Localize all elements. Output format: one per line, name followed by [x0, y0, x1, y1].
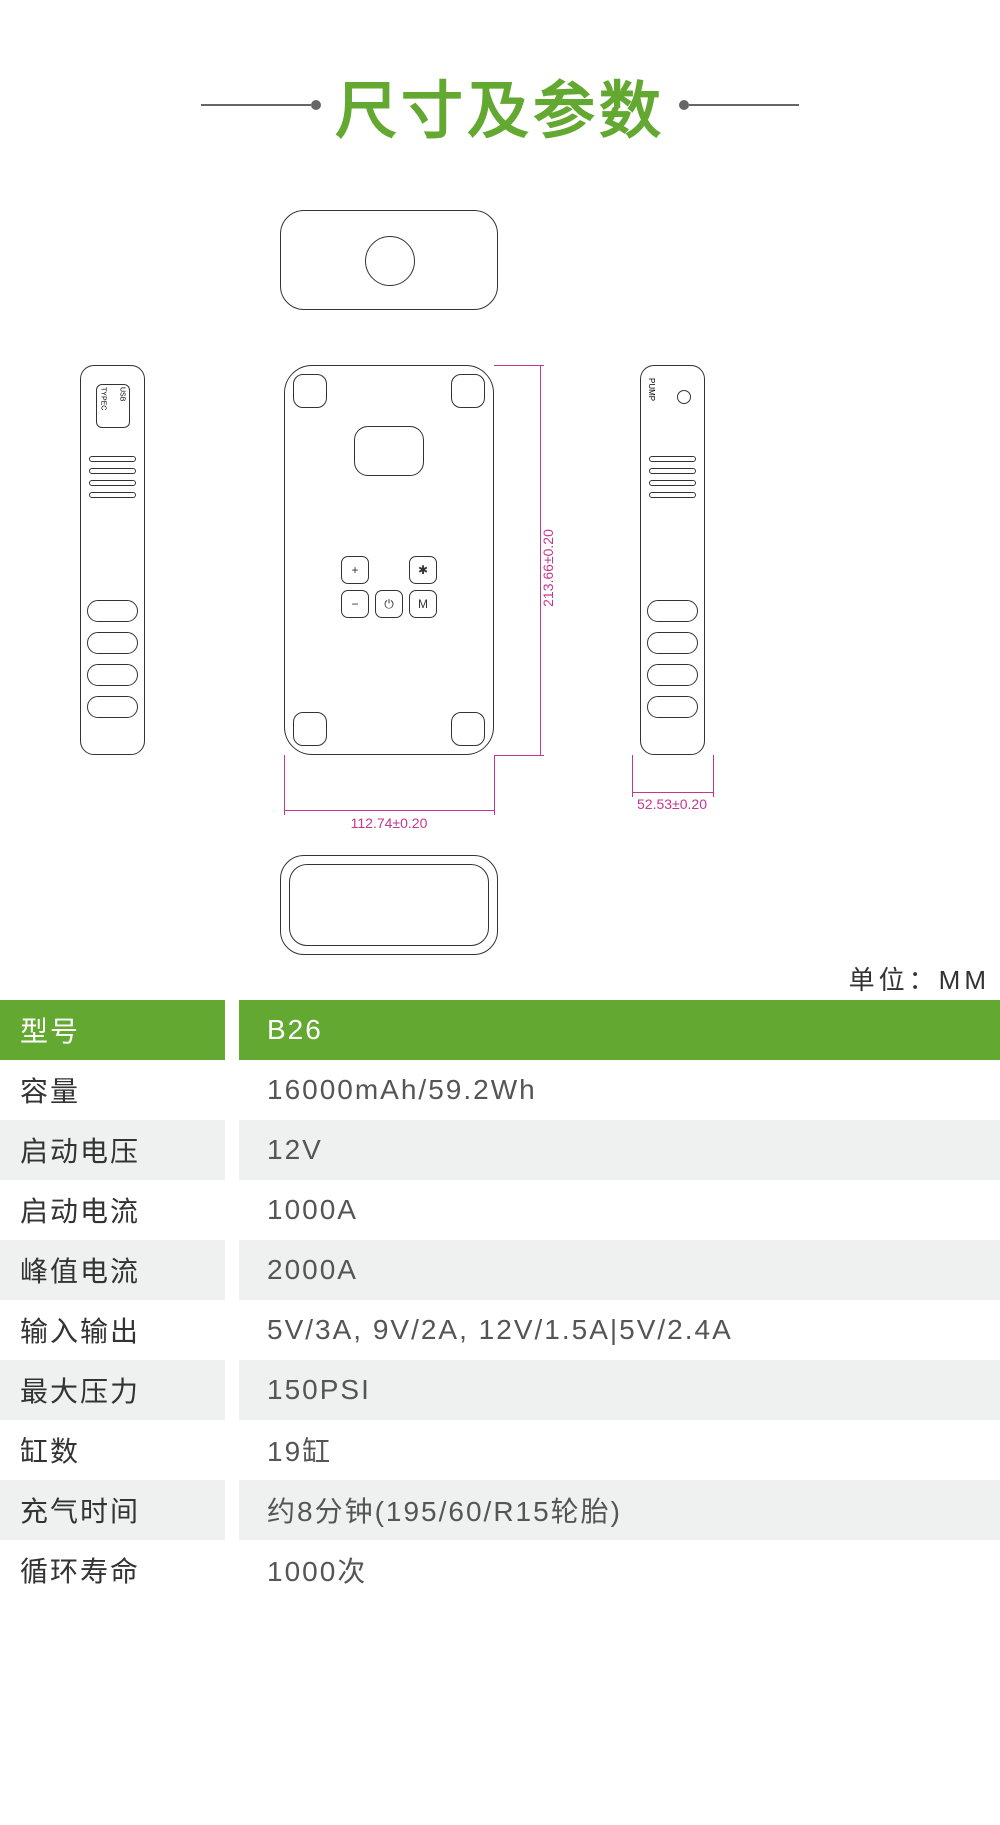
device-bottom-view	[280, 855, 498, 955]
device-top-view	[280, 210, 498, 310]
grip-ribs	[647, 600, 698, 728]
spec-value: 12V	[239, 1120, 1000, 1180]
technical-drawing: TYPEC USB + ✱ − ⏻ M	[0, 190, 1000, 990]
spec-label: 最大压力	[0, 1360, 225, 1420]
port-label-typec: TYPEC	[100, 387, 107, 410]
spec-label: 循环寿命	[0, 1540, 225, 1600]
btn-power: ⏻	[375, 590, 403, 618]
spec-value: 1000次	[239, 1540, 1000, 1600]
btn-mode: ✱	[409, 556, 437, 584]
spec-row: 峰值电流2000A	[0, 1240, 1000, 1300]
page-title-row: 尺寸及参数	[0, 0, 1000, 190]
device-right-view: PUMP	[640, 365, 705, 755]
title-divider-left	[201, 104, 311, 106]
spec-label: 缸数	[0, 1420, 225, 1480]
spec-row: 输入输出5V/3A, 9V/2A, 12V/1.5A|5V/2.4A	[0, 1300, 1000, 1360]
spec-row: 最大压力150PSI	[0, 1360, 1000, 1420]
spec-value: 150PSI	[239, 1360, 1000, 1420]
btn-m: M	[409, 590, 437, 618]
device-screen	[354, 426, 424, 476]
spec-label: 启动电压	[0, 1120, 225, 1180]
spec-value: 19缸	[239, 1420, 1000, 1480]
spec-value: 5V/3A, 9V/2A, 12V/1.5A|5V/2.4A	[239, 1300, 1000, 1360]
spec-table: 型号 B26 容量16000mAh/59.2Wh启动电压12V启动电流1000A…	[0, 1000, 1000, 1600]
port-label-usb: USB	[119, 387, 126, 401]
spec-value: 2000A	[239, 1240, 1000, 1300]
device-front-view: + ✱ − ⏻ M	[284, 365, 494, 755]
btn-plus: +	[341, 556, 369, 584]
spec-row: 启动电流1000A	[0, 1180, 1000, 1240]
spec-label: 充气时间	[0, 1480, 225, 1540]
spec-value: 约8分钟(195/60/R15轮胎)	[239, 1480, 1000, 1540]
title-divider-right	[689, 104, 799, 106]
spec-row: 启动电压12V	[0, 1120, 1000, 1180]
spec-row: 充气时间约8分钟(195/60/R15轮胎)	[0, 1480, 1000, 1540]
page-title: 尺寸及参数	[335, 60, 665, 150]
spec-label: 输入输出	[0, 1300, 225, 1360]
device-left-view: TYPEC USB	[80, 365, 145, 755]
vent-grille	[89, 456, 136, 504]
spec-row: 缸数19缸	[0, 1420, 1000, 1480]
device-button-grid: + ✱ − ⏻ M	[341, 556, 437, 618]
unit-note: 单位：MM	[849, 960, 990, 997]
spec-label: 峰值电流	[0, 1240, 225, 1300]
pump-outlet-icon	[677, 390, 691, 404]
port-panel: TYPEC USB	[96, 384, 130, 428]
spec-label: 容量	[0, 1060, 225, 1120]
spec-header-value: B26	[239, 1000, 1000, 1060]
grip-ribs	[87, 600, 138, 728]
spec-value: 1000A	[239, 1180, 1000, 1240]
spec-header-label: 型号	[0, 1000, 225, 1060]
spec-header-row: 型号 B26	[0, 1000, 1000, 1060]
btn-minus: −	[341, 590, 369, 618]
spec-row: 容量16000mAh/59.2Wh	[0, 1060, 1000, 1120]
vent-grille	[649, 456, 696, 504]
spec-value: 16000mAh/59.2Wh	[239, 1060, 1000, 1120]
spec-label: 启动电流	[0, 1180, 225, 1240]
spec-row: 循环寿命1000次	[0, 1540, 1000, 1600]
port-label-pump: PUMP	[647, 378, 656, 401]
